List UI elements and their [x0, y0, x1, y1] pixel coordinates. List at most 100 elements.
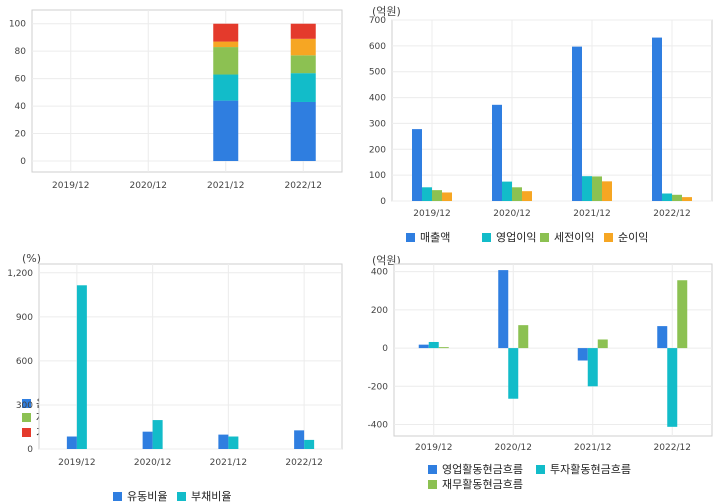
bar [290, 101, 316, 162]
legend-swatch [604, 232, 613, 242]
bar [213, 41, 239, 48]
chart-sales-profit-unit: (억원) [372, 5, 401, 18]
x-tick-label: 2019/12 [52, 181, 89, 191]
bar [213, 100, 239, 162]
x-tick-label: 2021/12 [573, 209, 610, 219]
chart-ratios-plot: 0 300 600 900 1,200 2019/12 2020/12 2021/12 2022… [7, 263, 343, 468]
legend-item: 투자활동현금흐름 [536, 461, 631, 477]
bar [512, 187, 522, 201]
x-tick-label: 2020/12 [493, 209, 530, 219]
bar [213, 47, 239, 75]
y-tick-label: 400 [371, 268, 388, 278]
bar [294, 430, 305, 449]
bar [672, 194, 682, 201]
chart-cashflow: (억원) -400 -200 0 200 400 2019/12 2020/12 2021/1… [360, 250, 720, 496]
y-tick-label: 0 [380, 197, 386, 207]
bar [290, 38, 316, 56]
legend-item: 매출액 [406, 229, 450, 245]
x-tick-label: 2019/12 [413, 209, 450, 219]
plot-frame [31, 9, 343, 173]
bar [213, 74, 239, 101]
bar [652, 37, 662, 201]
legend-swatch [22, 427, 31, 437]
bar [572, 46, 582, 201]
y-tick-label: 0 [20, 157, 26, 167]
bar [498, 270, 509, 349]
x-tick-label: 2020/12 [495, 443, 532, 453]
legend-item: 영업이익 [482, 229, 536, 245]
legend-swatch [22, 412, 31, 422]
y-tick-label: -200 [368, 382, 389, 392]
legend-item: 부채비율 [177, 488, 231, 504]
bar [213, 23, 239, 42]
plot-frame [38, 263, 343, 450]
bar [492, 104, 502, 201]
y-tick-label: 60 [15, 75, 27, 85]
x-tick-label: 2022/12 [653, 209, 690, 219]
bar [587, 348, 598, 387]
legend-label: 세전이익 [554, 231, 595, 244]
legend-swatch [406, 232, 415, 242]
bar [508, 348, 519, 399]
y-tick-label: 40 [15, 102, 27, 112]
x-tick-label: 2021/12 [574, 443, 611, 453]
bar [602, 181, 612, 201]
x-tick-label: 2022/12 [654, 443, 691, 453]
legend-swatch [540, 232, 549, 242]
x-tick-label: 2019/12 [58, 458, 95, 468]
bar [518, 325, 529, 349]
y-tick-label: 900 [16, 313, 33, 323]
y-tick-label: 300 [369, 119, 386, 129]
legend-label: 매출액 [420, 231, 451, 244]
legend-label: 순이익 [618, 231, 649, 244]
bar [432, 190, 442, 201]
legend-label: 재무활동현금흐름 [442, 478, 523, 491]
y-tick-label: 100 [369, 171, 386, 181]
y-tick-label: 600 [369, 42, 386, 52]
x-tick-label: 2022/12 [285, 458, 322, 468]
legend-label: 투자활동현금흐름 [550, 463, 631, 476]
y-tick-label: 200 [369, 145, 386, 155]
bar [290, 55, 316, 74]
y-tick-label: 100 [9, 20, 26, 30]
chart-revenue-mix: 0 20 40 60 80 100 2019/12 2020/12 2021/12 2022/12… [0, 0, 352, 439]
bar [412, 129, 422, 201]
x-tick-label: 2019/12 [415, 443, 452, 453]
x-tick-label: 2021/12 [207, 181, 244, 191]
legend-swatch [428, 464, 437, 474]
legend-swatch [428, 479, 437, 489]
legend-item: 영업활동현금흐름 [428, 461, 523, 477]
legend-swatch [113, 491, 122, 501]
y-tick-label: 1,200 [7, 269, 33, 279]
legend-swatch [177, 491, 186, 501]
x-tick-label: 2020/12 [130, 181, 167, 191]
y-tick-label: 300 [16, 401, 33, 411]
bar [582, 176, 592, 201]
bar [502, 181, 512, 201]
chart-sales-profit-legend: 매출액 영업이익 세전이익 순이익 [360, 222, 720, 250]
chart-ratios-legend: 유동비율 부채비율 [0, 470, 352, 503]
chart-revenue-mix-legend: 음원음반영상 저작권리매출매니지먼트매출제작대행매출공연매출기타(계) [0, 196, 352, 439]
legend-item: 유동비율 [113, 488, 167, 504]
bar [677, 280, 688, 349]
chart-cashflow-plot: -400 -200 0 200 400 2019/12 2020/12 2021/12 2022… [368, 263, 713, 453]
x-tick-label: 2022/12 [285, 181, 322, 191]
chart-sales-profit: (억원) 0 100 200 300 400 500 600 700 2019/12 2020/1… [360, 0, 720, 250]
legend-label: 영업이익 [496, 231, 537, 244]
legend-swatch [536, 464, 545, 474]
legend-label: 부채비율 [191, 490, 232, 503]
legend-item: 순이익 [604, 229, 648, 245]
legend-item: 재무활동현금흐름 [428, 476, 523, 492]
bar [304, 439, 315, 449]
bar [290, 73, 316, 102]
bar [657, 326, 668, 349]
chart-ratios-unit: (%) [22, 252, 42, 265]
bar [66, 436, 77, 449]
y-tick-label: 700 [369, 16, 386, 26]
bar [438, 347, 449, 349]
plot-frame [393, 263, 713, 437]
bar [592, 176, 602, 201]
bar [218, 434, 229, 449]
bar [522, 191, 532, 201]
